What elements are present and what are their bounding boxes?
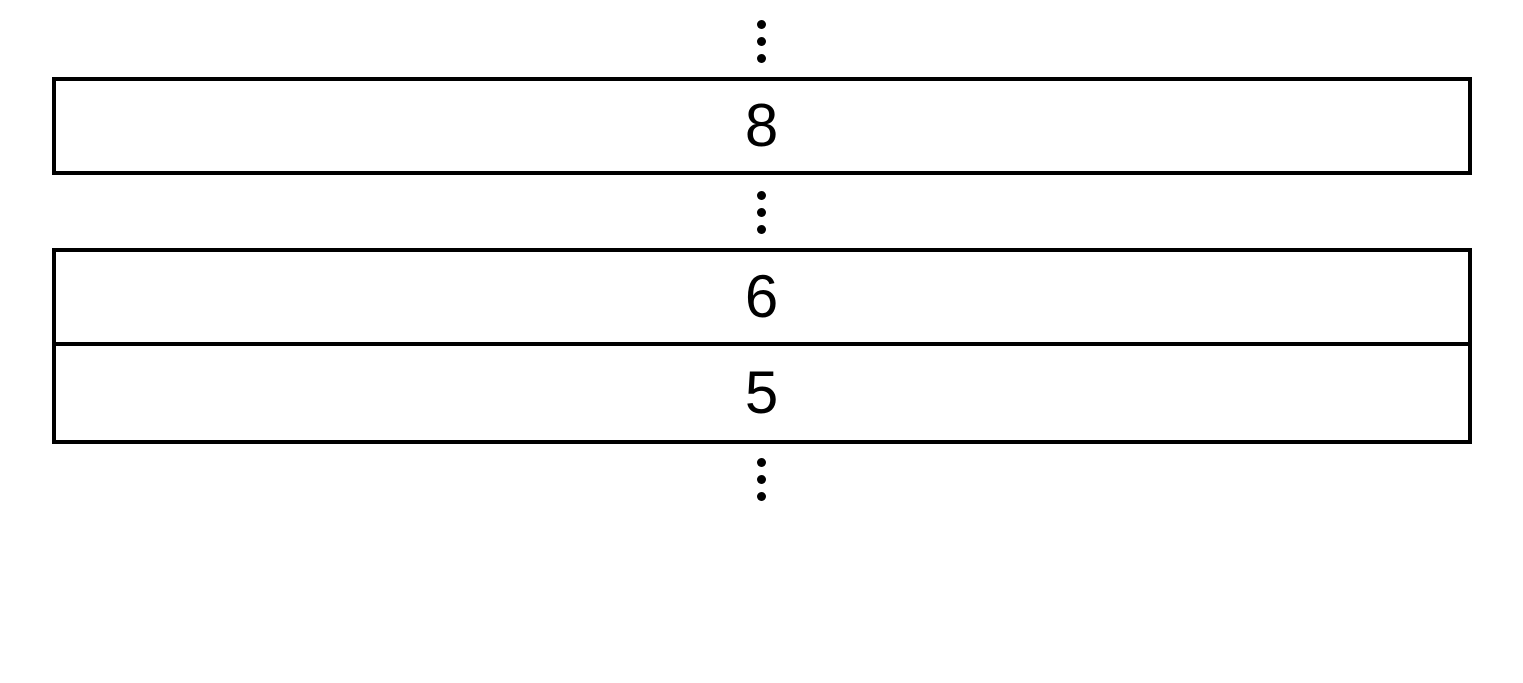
dot-icon (757, 475, 766, 484)
dot-icon (757, 37, 766, 46)
stack-box-label: 5 (745, 363, 778, 423)
vertical-ellipsis-bottom (757, 458, 766, 501)
dot-icon (757, 208, 766, 217)
stack-box-6: 6 (52, 248, 1472, 346)
stack-group-6-5: 6 5 (52, 248, 1472, 444)
dot-icon (757, 225, 766, 234)
dot-icon (757, 458, 766, 467)
dot-icon (757, 492, 766, 501)
vertical-ellipsis-middle (757, 191, 766, 234)
vertical-ellipsis-top (757, 20, 766, 63)
dot-icon (757, 191, 766, 200)
stack-box-5: 5 (52, 346, 1472, 444)
stack-box-8: 8 (52, 77, 1472, 175)
stack-box-label: 6 (745, 267, 778, 327)
dot-icon (757, 20, 766, 29)
dot-icon (757, 54, 766, 63)
stack-box-label: 8 (745, 96, 778, 156)
